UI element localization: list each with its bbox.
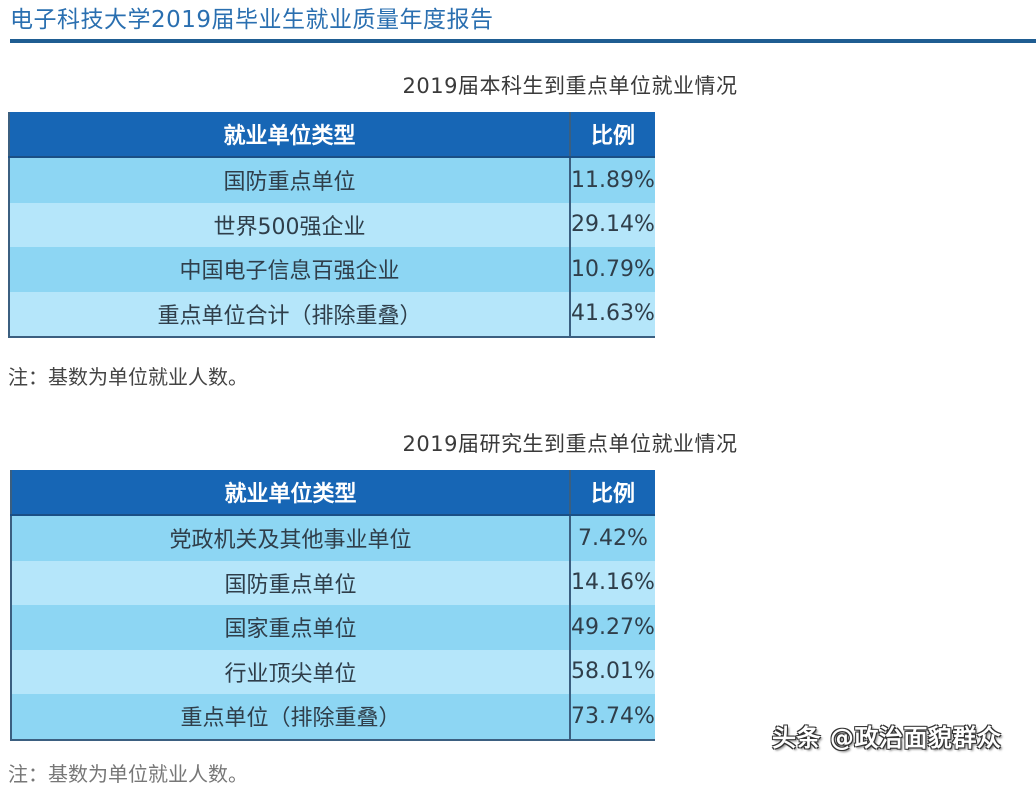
column-header-ratio: 比例: [570, 112, 655, 158]
cell-ratio: 58.01%: [570, 649, 655, 694]
column-header-type: 就业单位类型: [9, 112, 571, 158]
table-row: 国防重点单位 11.89%: [9, 157, 655, 203]
cell-type: 国家重点单位: [11, 605, 571, 650]
undergraduate-table: 就业单位类型 比例 国防重点单位 11.89% 世界500强企业 29.14% …: [8, 112, 655, 338]
table-row: 中国电子信息百强企业 10.79%: [9, 247, 655, 292]
cell-type: 国防重点单位: [9, 157, 571, 203]
cell-type: 党政机关及其他事业单位: [11, 515, 571, 561]
graduate-table: 就业单位类型 比例 党政机关及其他事业单位 7.42% 国防重点单位 14.16…: [10, 470, 655, 741]
cell-type: 行业顶尖单位: [11, 649, 571, 694]
cell-ratio: 73.74%: [570, 694, 655, 740]
cell-ratio: 10.79%: [570, 247, 655, 292]
table-row: 世界500强企业 29.14%: [9, 202, 655, 247]
column-header-ratio: 比例: [570, 470, 655, 516]
undergraduate-note: 注：基数为单位就业人数。: [8, 365, 248, 389]
table-row: 党政机关及其他事业单位 7.42%: [11, 515, 655, 561]
table-row: 国防重点单位 14.16%: [11, 560, 655, 605]
undergraduate-table-caption: 2019届本科生到重点单位就业情况: [402, 74, 738, 98]
cell-ratio: 11.89%: [570, 157, 655, 203]
cell-type: 世界500强企业: [9, 202, 571, 247]
cell-ratio: 7.42%: [570, 515, 655, 561]
cell-ratio: 49.27%: [570, 605, 655, 650]
cell-ratio: 41.63%: [570, 291, 655, 337]
watermark: 头条 @政治面貌群众: [772, 724, 1002, 752]
cell-ratio: 29.14%: [570, 202, 655, 247]
cell-ratio: 14.16%: [570, 560, 655, 605]
cell-type: 中国电子信息百强企业: [9, 247, 571, 292]
cell-type: 重点单位（排除重叠）: [11, 694, 571, 740]
table-row: 重点单位（排除重叠） 73.74%: [11, 694, 655, 740]
table-header-row: 就业单位类型 比例: [11, 470, 655, 516]
table-header-row: 就业单位类型 比例: [9, 112, 655, 158]
header-divider: [10, 39, 1036, 43]
table-row: 行业顶尖单位 58.01%: [11, 649, 655, 694]
graduate-table-caption: 2019届研究生到重点单位就业情况: [402, 432, 738, 456]
table-row: 重点单位合计（排除重叠） 41.63%: [9, 291, 655, 337]
graduate-note: 注：基数为单位就业人数。: [8, 762, 248, 786]
cell-type: 重点单位合计（排除重叠）: [9, 291, 571, 337]
table-row: 国家重点单位 49.27%: [11, 605, 655, 650]
cell-type: 国防重点单位: [11, 560, 571, 605]
document-title: 电子科技大学2019届毕业生就业质量年度报告: [10, 7, 494, 33]
column-header-type: 就业单位类型: [11, 470, 571, 516]
document-header: 电子科技大学2019届毕业生就业质量年度报告: [10, 4, 1036, 43]
